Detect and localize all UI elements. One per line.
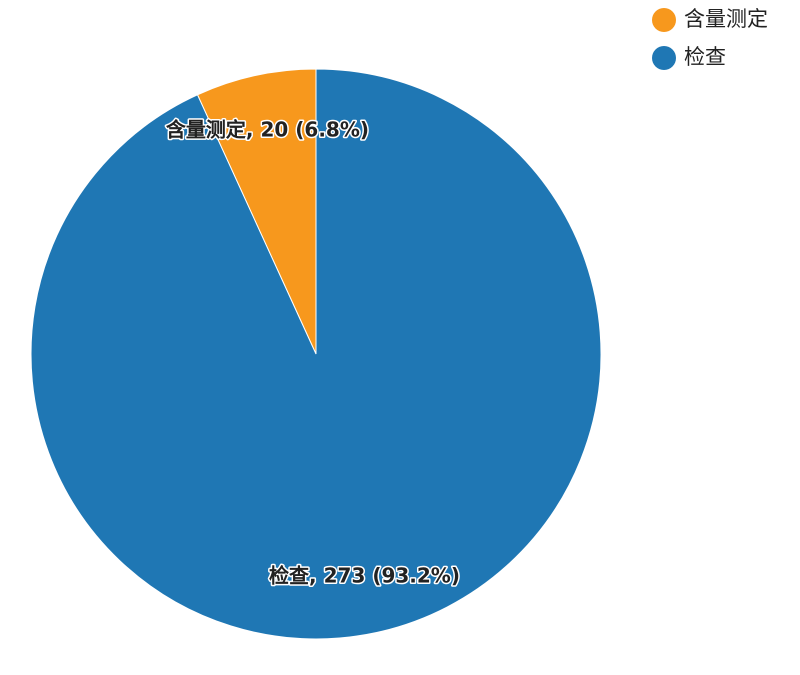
legend-marker [652, 46, 676, 70]
data-label: 含量测定, 20 (6.8%) [166, 118, 369, 142]
legend-label: 含量测定 [684, 7, 768, 31]
pie-slice [30, 68, 602, 640]
legend-label: 检查 [684, 45, 726, 69]
data-label: 检查, 273 (93.2%) [269, 563, 460, 587]
pie-slice [196, 68, 317, 355]
legend-marker [652, 8, 676, 32]
